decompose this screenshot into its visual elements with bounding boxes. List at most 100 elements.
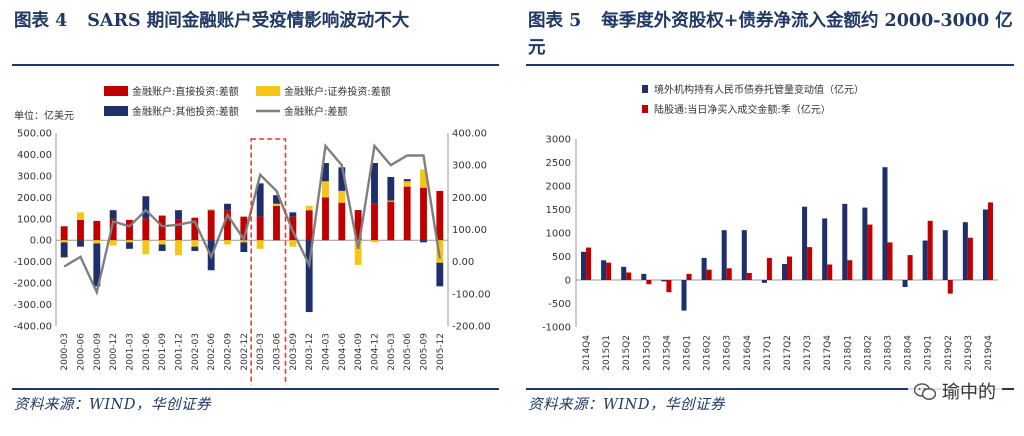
bar — [240, 216, 248, 241]
bar — [175, 240, 182, 256]
legend-swatch — [256, 86, 280, 96]
bar — [338, 190, 346, 203]
bar — [77, 212, 84, 220]
right-panel: 图表 5 每季度外资股权+债券净流入金额约 2000-3000 亿元 境外机构持有… — [514, 0, 1020, 436]
x-tick-label: 2004-06 — [338, 333, 348, 371]
figure-number: 图表 4 — [14, 11, 68, 31]
x-tick-label: 2000-12 — [109, 333, 119, 371]
bar — [420, 169, 427, 188]
left-panel: 图表 4 SARS 期间金融账户受疫情影响波动不大 金融账户:直接投资:差额 金融账… — [0, 0, 505, 436]
bar — [207, 209, 215, 211]
y-tick-label: -1000 — [542, 323, 571, 334]
y-tick-label: 2500 — [546, 158, 571, 169]
y-tick-label-left: 500.00 — [17, 129, 52, 140]
x-tick-label: 2015Q3 — [642, 335, 652, 371]
x-tick-label: 2002-09 — [224, 333, 234, 371]
bar — [371, 240, 378, 243]
bar — [322, 163, 329, 182]
legend-label: 境外机构持有人民币债券托管量变动值（亿元） — [654, 83, 864, 96]
bar — [207, 210, 215, 241]
y-tick-label-left: -200.00 — [13, 279, 52, 290]
bar — [842, 203, 848, 280]
x-tick-label: 2018Q1 — [843, 335, 853, 371]
legend-swatch — [642, 85, 648, 93]
x-tick-label: 2019Q4 — [984, 335, 994, 371]
bar — [686, 273, 692, 280]
figure-title-text: 每季度外资股权+债券净流入金额约 2000-3000 亿元 — [528, 11, 1013, 58]
chart-title-left: 图表 4 SARS 期间金融账户受疫情影响波动不大 — [14, 8, 501, 35]
bar — [746, 272, 752, 280]
y-tick-label-left: -300.00 — [13, 300, 52, 311]
bar — [371, 203, 378, 241]
bar — [191, 246, 199, 251]
bar — [191, 240, 199, 247]
bar — [882, 167, 888, 280]
bar — [338, 167, 346, 191]
x-tick-label: 2016Q3 — [723, 335, 733, 371]
bar — [927, 220, 933, 280]
bar — [60, 240, 68, 243]
bar — [982, 209, 988, 280]
bar — [109, 240, 117, 246]
bar — [354, 210, 362, 241]
bar — [273, 195, 280, 204]
bar — [787, 256, 793, 280]
title-underline — [526, 64, 1014, 66]
bar — [761, 280, 767, 283]
x-tick-label: 2003-12 — [305, 333, 315, 371]
x-tick-label: 2015Q4 — [662, 335, 672, 371]
bar — [403, 181, 411, 187]
bar — [626, 272, 632, 280]
y-tick-label-left: 0.00 — [30, 236, 52, 247]
bar — [142, 218, 150, 241]
y-tick-label-right: 200.00 — [452, 193, 487, 204]
bar — [681, 280, 687, 311]
x-tick-label: 2019Q3 — [964, 335, 974, 371]
bar — [822, 218, 828, 280]
bar — [142, 196, 150, 219]
y-tick-label: 3000 — [546, 135, 571, 146]
bar — [646, 280, 652, 285]
source-note: 资料来源：WIND，华创证券 — [14, 397, 211, 413]
bar — [77, 219, 84, 241]
line-series — [63, 143, 441, 296]
x-tick-label: 2004-03 — [322, 333, 332, 371]
bar — [902, 280, 908, 288]
source-rule — [526, 388, 1014, 390]
bar — [586, 247, 592, 280]
x-tick-label: 2014Q4 — [582, 335, 592, 371]
y-tick-label-right: 100.00 — [452, 225, 487, 236]
bar — [862, 207, 868, 280]
bar — [387, 176, 395, 201]
bar — [802, 206, 808, 280]
bar — [273, 203, 280, 206]
bar — [641, 273, 647, 280]
x-tick-label: 2003-06 — [273, 333, 283, 371]
x-tick-label: 2000-09 — [93, 333, 103, 371]
bar — [175, 219, 182, 241]
bar — [224, 203, 231, 211]
bar — [354, 240, 362, 265]
bar — [726, 268, 732, 280]
x-tick-label: 2017Q4 — [823, 335, 833, 371]
y-tick-label: 1000 — [546, 229, 571, 240]
bar — [60, 242, 68, 258]
bar — [741, 230, 747, 280]
x-tick-label: 2001-03 — [126, 333, 136, 371]
bar — [322, 197, 329, 241]
bar — [175, 210, 182, 220]
bar — [666, 280, 672, 293]
x-tick-label: 2016Q4 — [743, 335, 753, 371]
bar — [158, 244, 166, 251]
x-tick-label: 2005-12 — [436, 333, 446, 371]
bar — [766, 257, 772, 280]
bar — [191, 217, 199, 241]
bar — [606, 262, 612, 280]
bar — [93, 240, 101, 244]
x-tick-label: 2005-03 — [387, 333, 397, 371]
bar — [387, 201, 395, 241]
y-tick-label-left: -100.00 — [13, 257, 52, 268]
bar — [781, 264, 787, 280]
bar — [621, 266, 627, 280]
x-tick-label: 2016Q1 — [683, 335, 693, 371]
